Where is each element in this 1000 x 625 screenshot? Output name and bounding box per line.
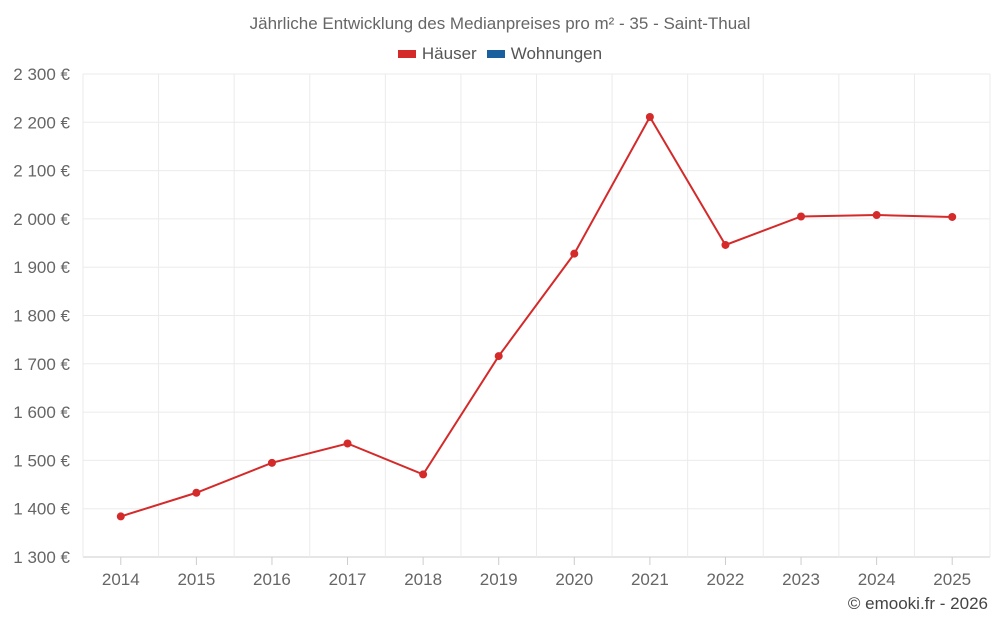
legend: Häuser Wohnungen — [0, 44, 1000, 64]
x-tick-label: 2024 — [858, 570, 896, 589]
x-tick-label: 2015 — [177, 570, 215, 589]
data-point — [570, 249, 579, 258]
x-tick-label: 2025 — [933, 570, 971, 589]
x-tick-label: 2016 — [253, 570, 291, 589]
x-tick-label: 2023 — [782, 570, 820, 589]
y-tick-label: 1 700 € — [13, 355, 70, 374]
legend-label-apartments: Wohnungen — [510, 44, 603, 63]
y-tick-label: 1 800 € — [13, 307, 70, 326]
data-point — [192, 488, 201, 497]
data-point — [419, 470, 428, 479]
legend-label-houses: Häuser — [421, 44, 477, 63]
legend-swatch-houses — [397, 50, 416, 58]
legend-item-houses[interactable]: Häuser — [397, 44, 477, 64]
y-tick-label: 1 500 € — [13, 451, 70, 470]
data-point — [343, 439, 352, 448]
y-tick-label: 2 100 € — [13, 162, 70, 181]
data-point — [645, 112, 654, 121]
y-tick-label: 2 000 € — [13, 210, 70, 229]
data-point — [721, 240, 730, 249]
x-tick-label: 2020 — [555, 570, 593, 589]
legend-item-apartments[interactable]: Wohnungen — [486, 44, 603, 64]
y-tick-label: 2 200 € — [13, 113, 70, 132]
y-tick-label: 1 400 € — [13, 500, 70, 519]
y-tick-label: 1 600 € — [13, 403, 70, 422]
x-tick-label: 2022 — [707, 570, 745, 589]
credit: © emooki.fr - 2026 — [847, 594, 988, 613]
data-point — [494, 352, 503, 361]
data-point — [116, 512, 125, 521]
data-point — [797, 212, 806, 221]
x-tick-label: 2021 — [631, 570, 669, 589]
legend-swatch-apartments — [486, 50, 505, 58]
y-tick-label: 1 900 € — [13, 258, 70, 277]
data-point — [872, 211, 881, 220]
x-tick-label: 2014 — [102, 570, 140, 589]
x-tick-label: 2017 — [329, 570, 367, 589]
data-point — [267, 458, 276, 467]
chart-title: Jährliche Entwicklung des Medianpreises … — [249, 14, 751, 33]
y-tick-label: 1 300 € — [13, 548, 70, 567]
series-line-houses — [120, 114, 953, 518]
x-tick-label: 2018 — [404, 570, 442, 589]
data-point — [948, 212, 957, 221]
y-tick-label: 2 300 € — [13, 65, 70, 84]
x-tick-label: 2019 — [480, 570, 518, 589]
